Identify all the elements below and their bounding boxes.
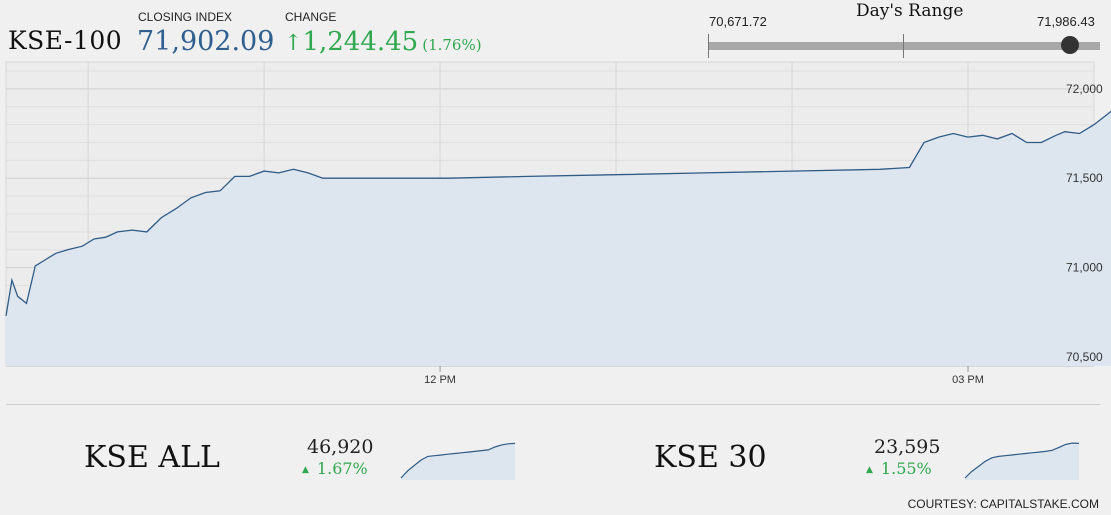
y-tick-label: 71,500 [1066, 171, 1103, 185]
kse-all-percent: 1.67% [316, 459, 368, 478]
days-range-tick-mid [903, 34, 904, 58]
section-divider [6, 404, 1100, 405]
kse-all-change: ▲ 1.67% [302, 459, 368, 478]
kse-30-name: KSE 30 [654, 440, 767, 475]
up-triangle-icon: ▲ [866, 465, 873, 475]
price-line [5, 110, 1111, 317]
sparkline-line [400, 442, 516, 479]
change-label: CHANGE [285, 10, 337, 24]
sparkline-line [964, 442, 1080, 479]
x-tick-label: 03 PM [952, 374, 984, 386]
days-range-marker [1060, 36, 1079, 54]
kse-all-value: 46,920 [307, 436, 374, 458]
y-tick-label: 70,500 [1066, 350, 1103, 364]
y-tick-label: 71,000 [1066, 261, 1103, 275]
up-arrow-icon: ↑ [284, 31, 303, 56]
change-value-group: ↑1,244.45 (1.76%) [284, 27, 482, 57]
x-axis-labels: 12 PM 03 PM [424, 366, 984, 386]
days-range-track [708, 42, 1100, 50]
days-range-low: 70,671.72 [709, 14, 767, 29]
kse-all-sparkline [400, 442, 516, 480]
y-tick-label: 72,000 [1066, 82, 1103, 96]
days-range-title: Day's Range [856, 1, 964, 21]
index-name: KSE-100 [8, 26, 123, 55]
kse-30-change: ▲ 1.55% [866, 459, 932, 478]
kse-all-name: KSE ALL [84, 440, 220, 475]
x-tick-label: 12 PM [424, 374, 456, 386]
days-range-tick-start [708, 34, 709, 58]
closing-index-label: CLOSING INDEX [138, 10, 233, 24]
y-axis-labels: 70,500 71,000 71,500 72,000 [1066, 82, 1103, 364]
sparkline-area [401, 443, 515, 480]
price-area [6, 111, 1111, 366]
change-value: 1,244.45 [302, 27, 419, 57]
kse-30-value: 23,595 [874, 436, 941, 458]
kse-30-sparkline [964, 442, 1080, 480]
days-range-high: 71,986.43 [1037, 14, 1095, 29]
sparkline-area [965, 443, 1079, 480]
courtesy-credit: COURTESY: CAPITALSTAKE.COM [907, 497, 1099, 511]
closing-index-value: 71,902.09 [137, 26, 275, 57]
change-percent: (1.76%) [422, 36, 482, 54]
kse-30-percent: 1.55% [880, 459, 932, 478]
intraday-chart: 70,500 71,000 71,500 72,000 12 PM 03 PM [5, 61, 1111, 386]
up-triangle-icon: ▲ [302, 465, 309, 475]
